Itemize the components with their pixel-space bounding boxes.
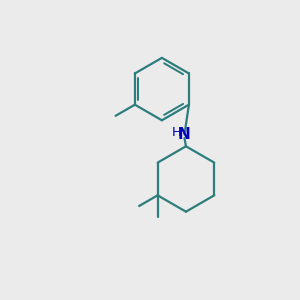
Text: H: H — [171, 126, 181, 140]
Text: N: N — [178, 127, 191, 142]
